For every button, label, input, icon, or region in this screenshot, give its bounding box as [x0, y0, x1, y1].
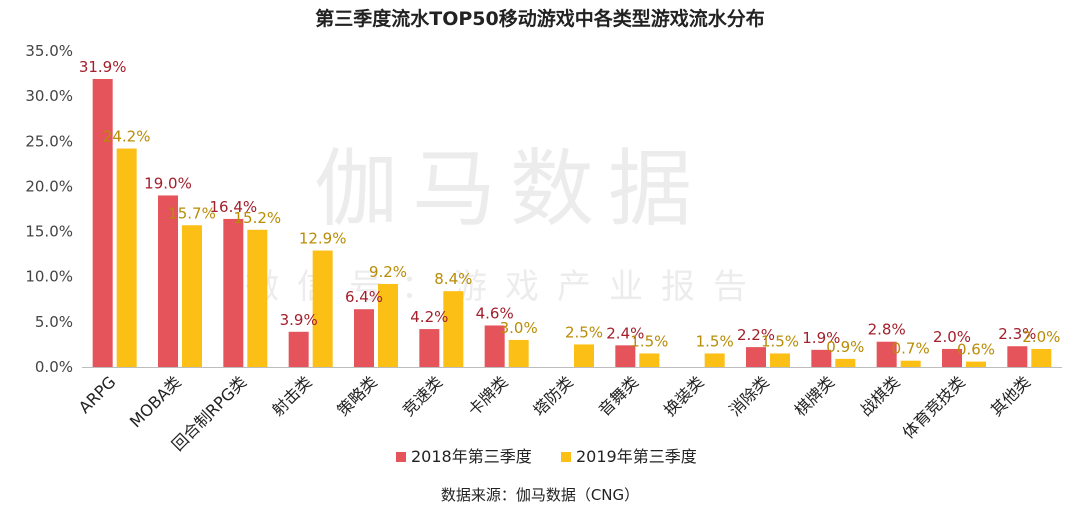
bar-2018: [354, 309, 374, 367]
bar-2019: [1031, 348, 1052, 367]
bar-2019: [770, 353, 790, 367]
data-label-2018: 2.0%: [933, 328, 971, 346]
bar-2018: [484, 325, 505, 367]
x-category-label: 战棋类: [856, 372, 903, 419]
x-category-label: 竞速类: [399, 372, 446, 419]
x-category-label: 卡牌类: [464, 372, 511, 419]
data-label-2019: 0.9%: [826, 338, 864, 356]
bar-2018: [223, 218, 244, 367]
legend-2018-swatch: [396, 452, 406, 462]
x-category-label: 策略类: [333, 372, 380, 419]
bar-2018: [419, 329, 440, 367]
legend-2019-label: 2019年第三季度: [576, 447, 697, 466]
data-label-2019: 12.9%: [299, 230, 347, 248]
bar-2019: [704, 353, 725, 367]
bar-2019: [835, 358, 856, 367]
bar-2018: [746, 347, 766, 367]
x-category-label: 换装类: [660, 372, 707, 419]
data-label-2018: 2.2%: [737, 326, 775, 344]
y-tick-label: 10.0%: [25, 268, 73, 286]
data-label-2018: 2.3%: [998, 325, 1036, 343]
chart-title: 第三季度流水TOP50移动游戏中各类型游戏流水分布: [315, 8, 765, 30]
data-label-2019: 15.2%: [234, 209, 282, 227]
data-label-2018: 6.4%: [345, 288, 383, 306]
y-tick-label: 0.0%: [35, 358, 73, 376]
bar-2018: [1007, 346, 1028, 367]
data-label-2019: 1.5%: [696, 332, 734, 350]
axes: 0.0% 5.0% 10.0% 15.0% 20.0% 25.0% 30.0% 35.0% AR…: [25, 42, 1062, 455]
x-category-label: 棋牌类: [791, 372, 838, 419]
bar-2019: [966, 361, 986, 367]
data-label-2018: 1.9%: [802, 329, 840, 347]
data-label-2019: 3.0%: [500, 319, 538, 337]
bar-2018: [158, 195, 178, 367]
data-label-2018: 19.0%: [144, 174, 192, 192]
bar-2019: [182, 225, 202, 367]
data-label-2018: 2.8%: [868, 321, 906, 339]
x-category-label: 塔防类: [529, 372, 576, 419]
x-category-label: 消除类: [725, 372, 772, 419]
data-label-2019: 1.5%: [761, 332, 799, 350]
bar-2018: [615, 345, 636, 367]
x-category-label: 音舞类: [595, 372, 642, 419]
x-category-label: 体育竞技类: [899, 372, 969, 442]
legend-2018-label: 2018年第三季度: [411, 447, 532, 466]
x-category-label: MOBA类: [126, 372, 185, 431]
bar-2018: [92, 78, 113, 367]
bar-2018: [876, 341, 897, 367]
data-label-2018: 31.9%: [79, 58, 127, 76]
bar-2018: [811, 349, 832, 367]
data-label-2018: 2.4%: [606, 324, 644, 342]
bar-2019: [639, 353, 660, 367]
bar-2019: [247, 229, 268, 367]
data-label-2019: 0.6%: [957, 341, 995, 359]
y-tick-label: 30.0%: [25, 87, 73, 105]
source-note: 数据来源：伽马数据（CNG）: [440, 486, 640, 504]
data-labels: 31.9% 24.2% 19.0% 15.7%16.4%15.2% 3.9% 12.9% 6…: [79, 58, 1061, 359]
bar-2019: [900, 360, 921, 367]
data-label-2019: 2.0%: [1022, 328, 1060, 346]
x-category-label: 其他类: [987, 372, 1034, 419]
y-tick-label: 20.0%: [25, 177, 73, 195]
bar-2019: [378, 283, 398, 367]
data-label-2018: 16.4%: [210, 198, 258, 216]
x-category-label: 射击类: [268, 372, 315, 419]
bar-2019: [508, 339, 529, 367]
watermark-line1: 伽马数据: [314, 140, 706, 238]
data-label-2019: 9.2%: [369, 263, 407, 281]
data-label-2019: 1.5%: [630, 332, 668, 350]
y-tick-label: 15.0%: [25, 223, 73, 241]
y-tick-label: 5.0%: [35, 313, 73, 331]
bar-2019: [574, 344, 594, 367]
data-label-2019: 0.7%: [892, 340, 930, 358]
y-tick-label: 35.0%: [25, 42, 73, 60]
data-label-2019: 15.7%: [168, 204, 216, 222]
bar-2019: [116, 148, 137, 367]
data-label-2019: 8.4%: [434, 270, 472, 288]
x-category-label: ARPG: [75, 372, 120, 417]
bar-2019: [443, 291, 464, 367]
data-label-2018: 4.6%: [476, 304, 514, 322]
data-label-2018: 4.2%: [410, 308, 448, 326]
data-label-2018: 3.9%: [280, 311, 318, 329]
legend: 2018年第三季度 2019年第三季度: [396, 447, 697, 466]
legend-2019-swatch: [561, 452, 571, 462]
bars: [92, 78, 1052, 367]
bar-2018: [942, 348, 962, 367]
y-tick-label: 25.0%: [25, 132, 73, 150]
data-label-2019: 2.5%: [565, 323, 603, 341]
data-label-2019: 24.2%: [103, 128, 151, 146]
bar-2019: [312, 250, 333, 367]
bar-2018: [288, 331, 309, 367]
